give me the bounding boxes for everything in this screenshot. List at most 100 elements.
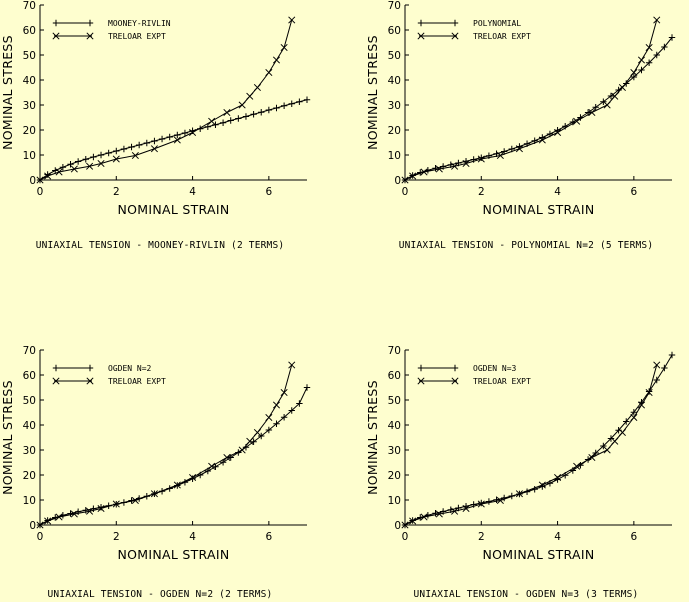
data-point-marker — [653, 361, 661, 369]
legend-marker — [52, 377, 60, 385]
data-point-marker — [661, 364, 668, 372]
data-point-marker — [273, 420, 280, 427]
x-tick-label: 2 — [113, 186, 120, 198]
data-point-marker — [630, 409, 638, 416]
data-point-marker — [462, 159, 470, 168]
x-tick-label: 4 — [554, 531, 561, 543]
legend: OGDEN N=2 TRELOAR EXPT — [52, 364, 166, 386]
y-axis-title: NOMINAL STRESS — [365, 35, 380, 150]
y-tick-label: 30 — [23, 100, 36, 112]
data-point-marker — [592, 104, 599, 111]
y-tick-label: 50 — [23, 50, 36, 62]
data-point-marker — [409, 517, 417, 525]
series-model — [401, 34, 676, 184]
series-line — [404, 19, 658, 181]
legend: POLYNOMIAL TRELOAR EXPT — [417, 19, 531, 41]
legend-marker — [52, 364, 60, 372]
data-point-marker — [90, 153, 97, 161]
y-tick-label: 60 — [23, 25, 36, 37]
legend-marker — [86, 32, 94, 40]
y-tick-label: 40 — [23, 420, 36, 432]
x-tick-label: 2 — [478, 531, 485, 543]
data-point-marker — [451, 507, 459, 515]
data-point-marker — [600, 442, 607, 450]
x-tick-label: 2 — [113, 531, 120, 543]
legend-marker — [52, 32, 60, 40]
data-point-marker — [219, 119, 227, 126]
data-point-marker — [55, 513, 63, 521]
data-point-marker — [638, 66, 645, 74]
data-point-marker — [603, 446, 611, 454]
data-point-marker — [420, 168, 428, 176]
data-point-marker — [44, 172, 52, 180]
data-point-marker — [538, 136, 546, 144]
data-point-marker — [272, 56, 281, 64]
data-point-marker — [623, 418, 630, 425]
y-tick-label: 10 — [23, 150, 36, 162]
data-point-marker — [44, 517, 52, 525]
data-point-marker — [493, 496, 500, 503]
data-point-marker — [181, 129, 189, 137]
x-tick-label: 4 — [554, 186, 561, 198]
y-tick-label: 60 — [23, 370, 36, 382]
data-point-marker — [238, 101, 246, 109]
y-tick-label: 10 — [388, 150, 401, 162]
legend-marker — [417, 32, 425, 40]
y-tick-label: 30 — [23, 445, 36, 457]
data-point-marker — [661, 43, 668, 51]
legend-label: TRELOAR EXPT — [108, 32, 166, 41]
data-point-marker — [265, 68, 273, 77]
data-point-marker — [611, 437, 619, 445]
data-point-marker — [288, 16, 296, 24]
x-tick-label: 0 — [37, 186, 44, 198]
data-point-marker — [630, 413, 638, 422]
data-point-marker — [86, 162, 94, 170]
data-point-marker — [432, 510, 439, 517]
data-point-marker — [603, 101, 611, 109]
y-tick-label: 0 — [29, 175, 36, 187]
legend-marker — [417, 19, 425, 27]
data-point-marker — [36, 176, 44, 184]
data-point-marker — [401, 176, 409, 184]
data-point-marker — [128, 143, 135, 151]
data-point-marker — [265, 106, 273, 114]
legend-label: TRELOAR EXPT — [108, 377, 166, 386]
data-point-marker — [174, 131, 181, 139]
y-tick-label: 0 — [394, 520, 401, 532]
data-point-marker — [253, 83, 261, 92]
chart-caption: UNIAXIAL TENSION - MOONEY-RIVLIN (2 TERM… — [36, 240, 285, 251]
chart-caption: UNIAXIAL TENSION - POLYNOMIAL N=2 (5 TER… — [399, 240, 654, 251]
data-point-marker — [212, 121, 219, 128]
data-point-marker — [135, 141, 143, 149]
y-tick-label: 70 — [23, 345, 36, 357]
data-point-marker — [288, 100, 295, 107]
data-point-marker — [478, 499, 485, 507]
data-point-marker — [120, 145, 128, 153]
data-point-marker — [150, 490, 158, 498]
data-point-marker — [246, 92, 254, 100]
legend-label: POLYNOMIAL — [473, 19, 521, 28]
chart-caption: UNIAXIAL TENSION - OGDEN N=3 (3 TERMS) — [414, 589, 639, 600]
data-point-marker — [280, 102, 288, 109]
series-line — [404, 37, 673, 181]
series-experiment — [401, 16, 661, 184]
data-point-marker — [611, 92, 619, 100]
data-point-marker — [668, 34, 676, 41]
legend-marker — [417, 364, 425, 372]
y-tick-label: 20 — [388, 125, 401, 137]
data-point-marker — [97, 504, 105, 513]
data-point-marker — [113, 147, 120, 155]
data-point-marker — [67, 161, 74, 168]
data-point-marker — [105, 149, 112, 157]
legend-label: TRELOAR EXPT — [473, 32, 531, 41]
series-model — [401, 351, 676, 529]
y-tick-label: 20 — [23, 125, 36, 137]
series-line — [39, 19, 293, 181]
data-point-marker — [208, 462, 216, 470]
data-point-marker — [253, 428, 261, 437]
data-point-marker — [173, 136, 181, 144]
data-point-marker — [131, 496, 139, 505]
data-point-marker — [227, 117, 234, 124]
legend-marker — [451, 32, 459, 40]
